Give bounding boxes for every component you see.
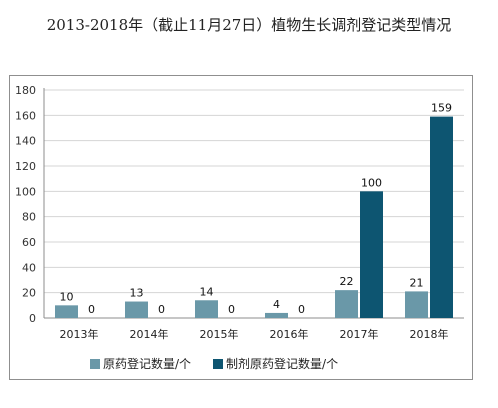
bar-secondary (360, 191, 383, 318)
data-label: 21 (410, 276, 424, 289)
y-tick-label: 120 (15, 160, 36, 173)
y-tick-label: 80 (22, 211, 36, 224)
y-tick-label: 20 (22, 287, 36, 300)
data-label: 0 (228, 303, 235, 316)
data-label: 0 (158, 303, 165, 316)
y-tick-label: 160 (15, 109, 36, 122)
data-label: 14 (200, 285, 214, 298)
data-label: 13 (130, 287, 144, 300)
data-label: 159 (431, 102, 452, 115)
x-tick-label: 2015年 (200, 327, 239, 341)
x-tick-label: 2013年 (60, 327, 99, 341)
data-label: 22 (340, 275, 354, 288)
legend-label-secondary: 制剂原药登记数量/个 (226, 357, 339, 371)
bar-primary (405, 291, 428, 318)
legend-item-secondary: 制剂原药登记数量/个 (213, 355, 338, 372)
data-label: 100 (361, 176, 382, 189)
y-tick-label: 0 (29, 312, 36, 325)
x-tick-label: 2016年 (270, 327, 309, 341)
legend-label-primary: 原药登记数量/个 (103, 357, 192, 371)
y-tick-label: 60 (22, 236, 36, 249)
y-tick-label: 40 (22, 261, 36, 274)
bar-primary (125, 301, 148, 318)
data-label: 0 (298, 303, 305, 316)
legend-swatch-primary (90, 358, 100, 369)
y-tick-label: 100 (15, 185, 36, 198)
legend: 原药登记数量/个 制剂原药登记数量/个 (90, 355, 360, 372)
bar-secondary (430, 116, 453, 318)
legend-item-primary: 原药登记数量/个 (90, 355, 191, 372)
x-tick-label: 2014年 (130, 327, 169, 341)
bar-primary (195, 300, 218, 318)
chart-title: 2013-2018年（截止11月27日）植物生长调剂登记类型情况 (46, 16, 452, 34)
legend-swatch-secondary (213, 358, 224, 369)
x-tick-label: 2018年 (410, 327, 449, 341)
bar-primary (265, 312, 288, 318)
bar-primary (335, 290, 358, 318)
data-label: 0 (88, 303, 95, 316)
y-tick-label: 180 (15, 84, 36, 97)
data-label: 10 (60, 290, 74, 303)
data-label: 4 (273, 298, 280, 311)
y-tick-label: 140 (15, 135, 36, 148)
x-tick-label: 2017年 (340, 327, 379, 341)
bar-primary (55, 305, 78, 318)
chart-frame (9, 75, 473, 380)
